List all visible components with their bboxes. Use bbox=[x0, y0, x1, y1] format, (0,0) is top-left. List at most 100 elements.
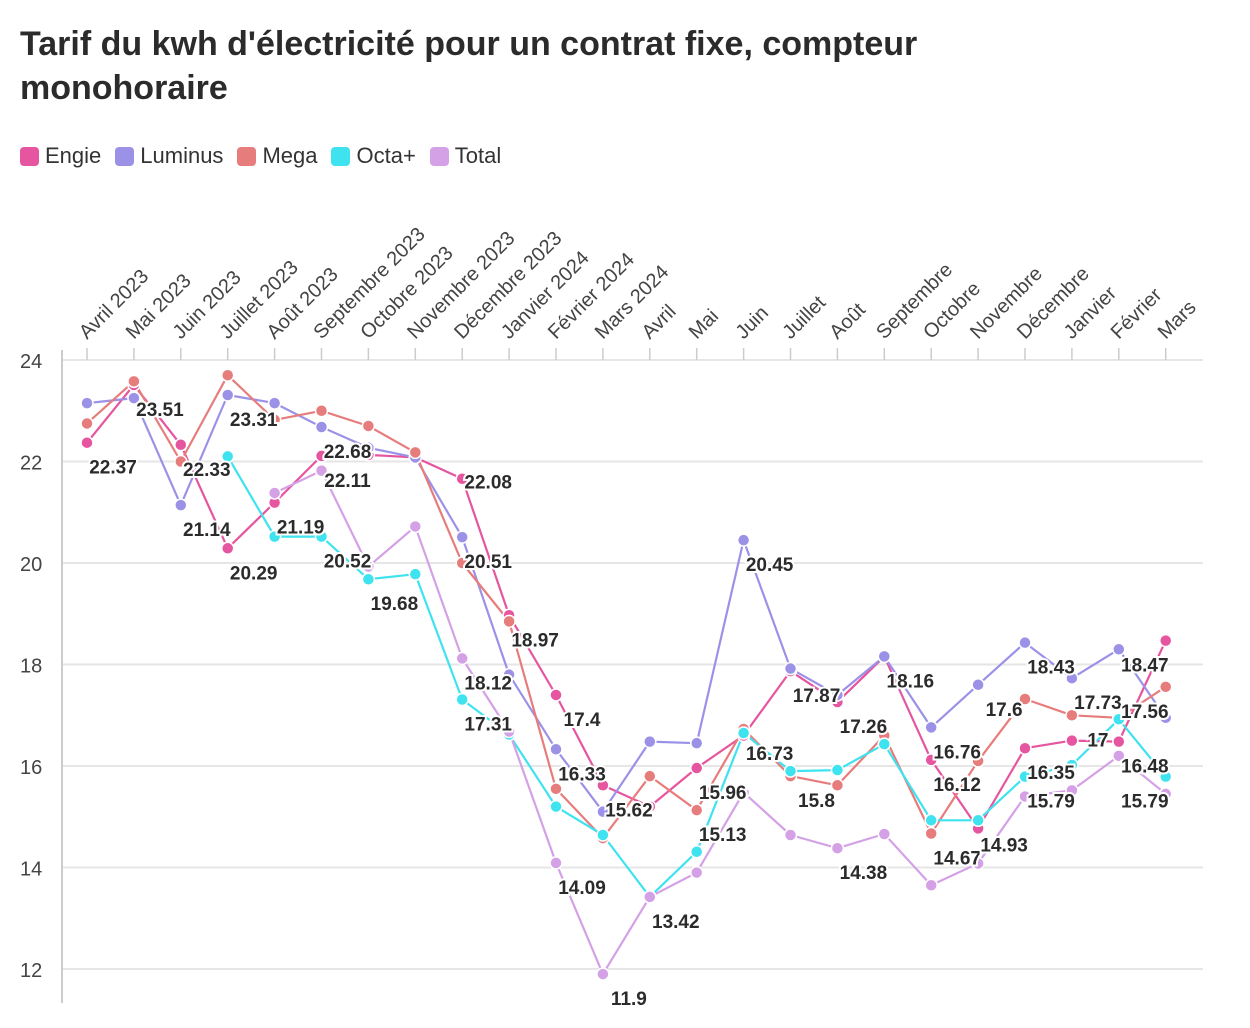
point-octa[interactable] bbox=[1065, 758, 1079, 772]
point-total[interactable] bbox=[924, 878, 938, 893]
point-engie[interactable] bbox=[1065, 733, 1079, 748]
point-octa[interactable] bbox=[830, 763, 845, 777]
point-total[interactable] bbox=[877, 827, 892, 841]
point-mega[interactable] bbox=[549, 782, 563, 796]
point-total[interactable] bbox=[455, 651, 469, 666]
point-mega[interactable] bbox=[408, 445, 423, 460]
point-luminus[interactable] bbox=[549, 742, 563, 757]
point-octa[interactable] bbox=[408, 567, 423, 581]
point-total[interactable] bbox=[314, 463, 329, 478]
legend-item-mega[interactable]: Mega bbox=[237, 143, 317, 169]
point-mega[interactable] bbox=[1158, 680, 1173, 694]
point-luminus[interactable] bbox=[220, 388, 235, 402]
point-luminus[interactable] bbox=[596, 804, 610, 819]
point-luminus[interactable] bbox=[127, 391, 141, 405]
point-total[interactable] bbox=[643, 890, 657, 904]
point-mega[interactable] bbox=[455, 556, 469, 570]
point-mega[interactable] bbox=[924, 826, 938, 841]
point-mega[interactable] bbox=[127, 374, 141, 389]
point-octa[interactable] bbox=[267, 529, 282, 544]
point-luminus[interactable] bbox=[783, 661, 798, 676]
point-engie[interactable] bbox=[80, 435, 94, 450]
point-total[interactable] bbox=[830, 841, 845, 855]
point-octa[interactable] bbox=[924, 813, 938, 828]
point-luminus[interactable] bbox=[689, 736, 704, 750]
point-total[interactable] bbox=[596, 967, 610, 981]
point-luminus[interactable] bbox=[455, 530, 469, 544]
point-octa[interactable] bbox=[220, 449, 235, 464]
point-engie[interactable] bbox=[314, 449, 329, 463]
point-total[interactable] bbox=[1065, 783, 1079, 798]
point-mega[interactable] bbox=[502, 614, 516, 629]
point-octa[interactable] bbox=[549, 799, 563, 814]
point-engie[interactable] bbox=[643, 799, 657, 814]
point-octa[interactable] bbox=[736, 726, 751, 740]
legend-item-luminus[interactable]: Luminus bbox=[115, 143, 223, 169]
point-luminus[interactable] bbox=[877, 649, 892, 664]
point-engie[interactable] bbox=[455, 472, 469, 486]
point-total[interactable] bbox=[1018, 789, 1032, 804]
point-luminus[interactable] bbox=[924, 720, 938, 735]
point-luminus[interactable] bbox=[502, 667, 516, 682]
point-luminus[interactable] bbox=[643, 734, 657, 749]
point-mega[interactable] bbox=[689, 803, 704, 817]
point-luminus[interactable] bbox=[267, 396, 282, 410]
point-engie[interactable] bbox=[174, 438, 188, 452]
point-mega[interactable] bbox=[643, 769, 657, 783]
point-luminus[interactable] bbox=[1065, 671, 1079, 685]
point-total[interactable] bbox=[783, 828, 798, 842]
point-total[interactable] bbox=[1112, 749, 1126, 763]
point-octa[interactable] bbox=[971, 813, 985, 828]
point-octa[interactable] bbox=[1158, 769, 1173, 784]
point-engie[interactable] bbox=[596, 778, 610, 793]
point-luminus[interactable] bbox=[174, 498, 188, 512]
point-mega[interactable] bbox=[971, 754, 985, 768]
point-luminus[interactable] bbox=[314, 420, 329, 434]
legend-item-engie[interactable]: Engie bbox=[20, 143, 101, 169]
point-total[interactable] bbox=[971, 856, 985, 871]
point-octa[interactable] bbox=[783, 764, 798, 778]
point-total[interactable] bbox=[1158, 787, 1173, 801]
point-mega[interactable] bbox=[1065, 708, 1079, 722]
point-octa[interactable] bbox=[361, 572, 376, 586]
point-octa[interactable] bbox=[1018, 769, 1032, 784]
point-total[interactable] bbox=[736, 785, 751, 800]
point-total[interactable] bbox=[361, 559, 376, 574]
point-octa[interactable] bbox=[1112, 712, 1126, 727]
point-total[interactable] bbox=[502, 724, 516, 739]
point-mega[interactable] bbox=[267, 413, 282, 427]
point-luminus[interactable] bbox=[736, 533, 751, 547]
point-luminus[interactable] bbox=[971, 678, 985, 692]
point-mega[interactable] bbox=[361, 419, 376, 433]
point-total[interactable] bbox=[549, 856, 563, 870]
point-octa[interactable] bbox=[455, 692, 469, 707]
point-engie[interactable] bbox=[1158, 633, 1173, 648]
point-mega[interactable] bbox=[314, 404, 329, 418]
point-mega[interactable] bbox=[80, 416, 94, 431]
point-engie[interactable] bbox=[924, 753, 938, 767]
point-octa[interactable] bbox=[596, 828, 610, 842]
legend-item-total[interactable]: Total bbox=[429, 143, 501, 169]
point-engie[interactable] bbox=[1112, 734, 1126, 749]
point-engie[interactable] bbox=[1018, 741, 1032, 755]
point-octa[interactable] bbox=[877, 737, 892, 751]
point-mega[interactable] bbox=[174, 454, 188, 469]
point-luminus[interactable] bbox=[830, 688, 845, 702]
point-octa[interactable] bbox=[314, 529, 329, 544]
point-octa[interactable] bbox=[689, 845, 704, 859]
point-mega[interactable] bbox=[220, 368, 235, 382]
point-luminus[interactable] bbox=[361, 441, 376, 455]
point-luminus[interactable] bbox=[1158, 711, 1173, 725]
point-engie[interactable] bbox=[220, 541, 235, 556]
legend-item-octa[interactable]: Octa+ bbox=[331, 143, 416, 169]
point-engie[interactable] bbox=[689, 761, 704, 775]
point-total[interactable] bbox=[408, 519, 423, 534]
point-mega[interactable] bbox=[830, 778, 845, 793]
point-total[interactable] bbox=[267, 486, 282, 500]
point-luminus[interactable] bbox=[1018, 635, 1032, 650]
point-luminus[interactable] bbox=[1112, 642, 1126, 657]
point-engie[interactable] bbox=[549, 688, 563, 702]
point-mega[interactable] bbox=[1018, 692, 1032, 706]
point-luminus[interactable] bbox=[80, 396, 94, 410]
point-total[interactable] bbox=[689, 865, 704, 880]
